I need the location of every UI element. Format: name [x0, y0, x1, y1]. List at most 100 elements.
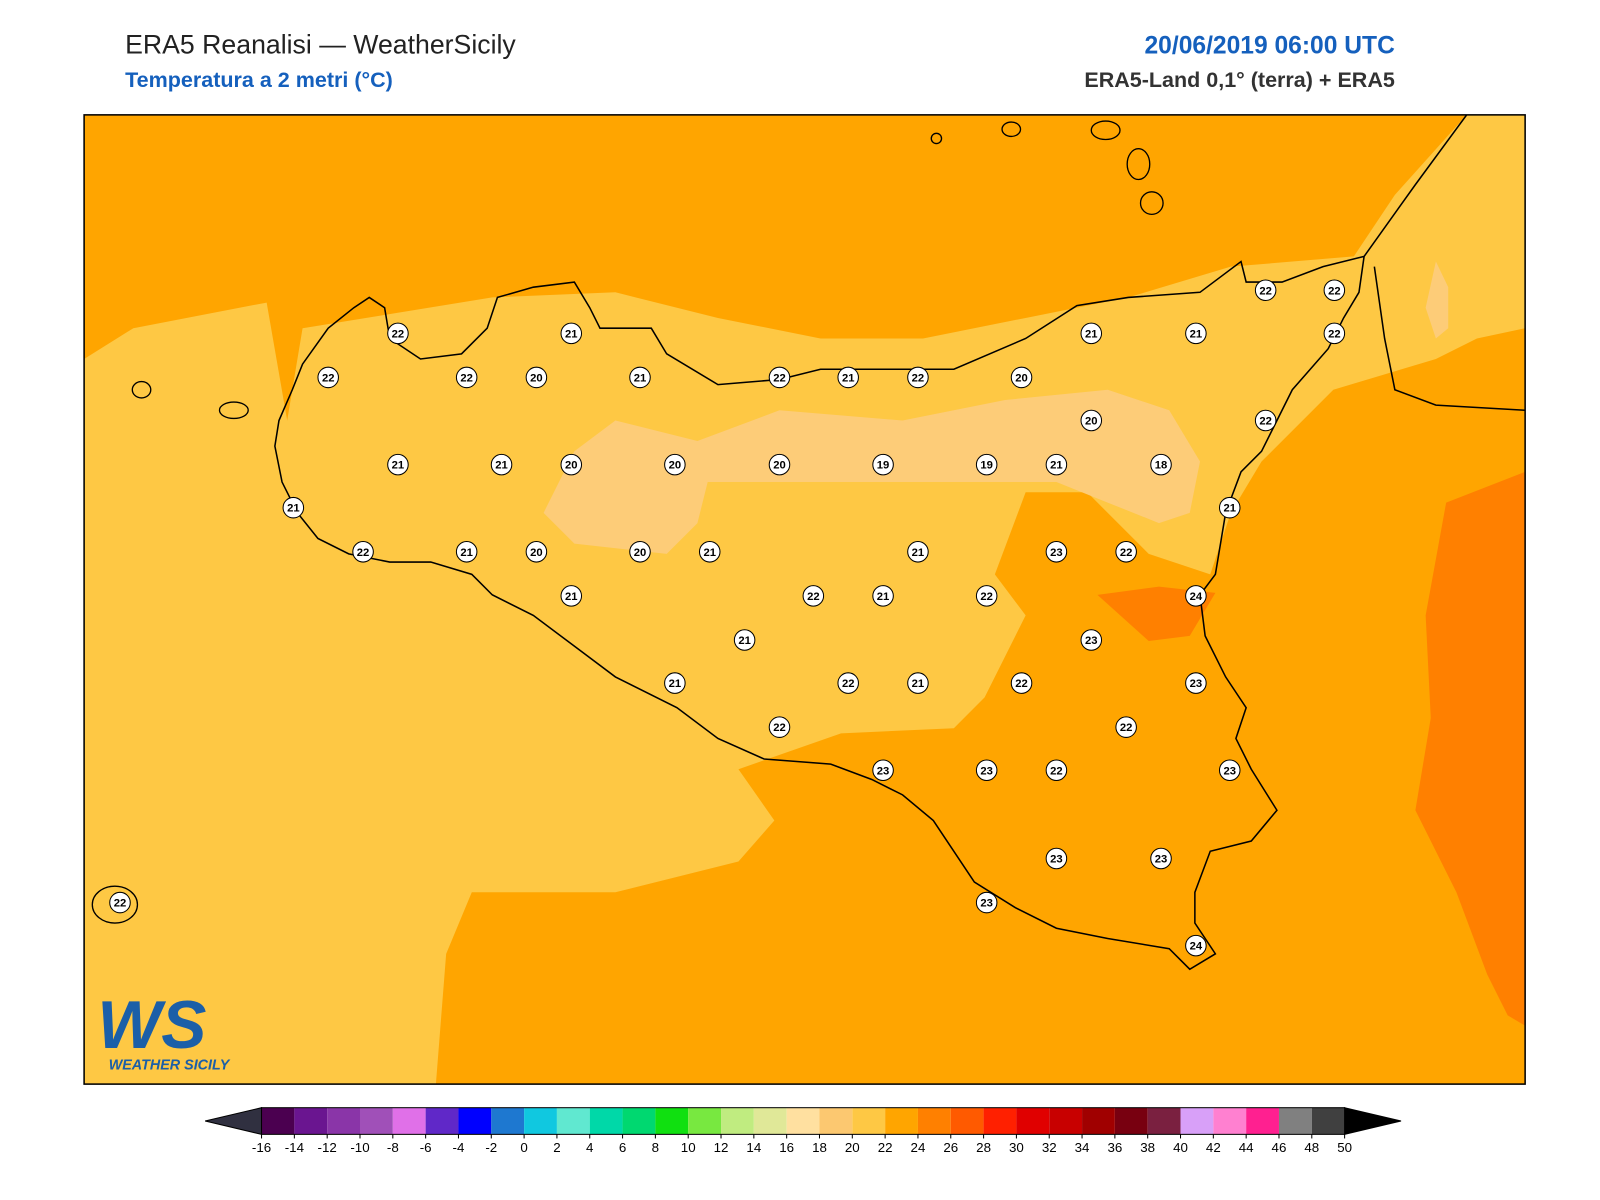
colorbar-bin — [1082, 1107, 1115, 1135]
field-18-20 — [543, 389, 1200, 554]
station-value: 18 — [1155, 460, 1168, 472]
station-value: 23 — [1050, 547, 1063, 559]
station-marker — [664, 453, 686, 476]
colorbar-tick-label: -16 — [252, 1140, 271, 1155]
colorbar-tick-label: -8 — [387, 1140, 399, 1155]
colorbar-tick-label: -10 — [350, 1140, 369, 1155]
station-marker — [664, 672, 686, 694]
colorbar-tick-label: 22 — [878, 1140, 893, 1155]
station-marker — [1185, 672, 1207, 694]
station-value: 23 — [877, 765, 890, 777]
colorbar-bin — [1016, 1107, 1050, 1135]
station-marker — [872, 585, 894, 607]
station-value: 23 — [1085, 635, 1098, 647]
colorbar-bin — [294, 1107, 328, 1135]
station-marker — [698, 541, 721, 563]
source: ERA5-Land 0,1° (terra) + ERA5 — [1084, 68, 1395, 92]
station-marker — [1080, 409, 1103, 432]
station-value: 22 — [1120, 547, 1133, 559]
station-marker — [768, 366, 791, 389]
station-value: 20 — [565, 460, 578, 472]
station-value: 19 — [877, 460, 890, 472]
logo-name: WEATHER SICILY — [109, 1058, 231, 1074]
station-value: 21 — [1085, 328, 1098, 340]
colorbar-bin — [392, 1107, 426, 1135]
station-marker — [907, 672, 929, 694]
station-value: 23 — [1190, 678, 1203, 690]
station-value: 21 — [1050, 460, 1063, 472]
colorbar-tick-label: 6 — [619, 1140, 626, 1155]
station-marker — [1115, 541, 1137, 563]
colorbar-tick-label: 2 — [553, 1140, 560, 1155]
station-value: 23 — [980, 765, 993, 777]
station-marker — [629, 541, 651, 563]
station-value: 22 — [912, 372, 925, 384]
colorbar-bin — [1246, 1107, 1279, 1135]
colorbar-bin — [1114, 1107, 1148, 1135]
colorbar-tick-label: 44 — [1239, 1140, 1254, 1155]
colorbar-tick-label: -2 — [485, 1140, 497, 1155]
colorbar-bin — [1180, 1107, 1214, 1135]
station-value: 21 — [287, 503, 300, 515]
station-value: 21 — [669, 678, 682, 690]
station-marker — [109, 891, 131, 914]
colorbar-bin — [721, 1107, 754, 1135]
map-frame — [83, 114, 1526, 1085]
station-marker — [1080, 629, 1103, 651]
colorbar-bin — [1147, 1107, 1181, 1135]
station-marker — [907, 541, 929, 563]
station-value: 20 — [1085, 416, 1098, 428]
station-marker — [1045, 759, 1068, 782]
station-marker — [1185, 934, 1207, 957]
station-value: 21 — [912, 678, 925, 690]
station-value: 20 — [634, 547, 647, 559]
colorbar-tick-label: 34 — [1075, 1140, 1090, 1155]
colorbar-bin — [655, 1107, 689, 1135]
station-value: 20 — [1015, 372, 1028, 384]
colorbar-tick-label: -4 — [453, 1140, 465, 1155]
colorbar-tick-label: -12 — [318, 1140, 337, 1155]
station-marker — [1323, 279, 1346, 302]
field-18-20 — [1425, 261, 1449, 339]
colorbar-bin — [524, 1107, 557, 1135]
colorbar-tick-label: 14 — [746, 1140, 761, 1155]
station-value: 19 — [980, 460, 993, 472]
station-marker — [352, 541, 374, 563]
logo: WS WEATHER SICILY — [97, 988, 230, 1074]
colorbar-tick-label: 36 — [1107, 1140, 1122, 1155]
colorbar-bin — [1213, 1107, 1247, 1135]
station-marker — [975, 453, 998, 476]
station-value: 20 — [530, 372, 543, 384]
station-marker — [1010, 672, 1033, 694]
station-marker — [768, 453, 791, 476]
colorbar-bin — [327, 1107, 360, 1135]
colorbar-bin — [819, 1107, 853, 1135]
colorbar-tick-label: 26 — [943, 1140, 958, 1155]
station-marker — [872, 453, 894, 476]
colorbar-bin — [688, 1107, 722, 1135]
station-marker — [802, 585, 825, 607]
islands — [91, 120, 1164, 924]
station-marker — [1185, 322, 1207, 345]
colorbar-over — [1344, 1107, 1402, 1136]
colorbar-tick-label: 46 — [1272, 1140, 1287, 1155]
station-value: 22 — [1259, 416, 1272, 428]
colorbar-bin — [556, 1107, 590, 1135]
station-marker — [1150, 847, 1172, 870]
logo-mark: WS — [97, 988, 206, 1063]
colorbar-tick-label: 16 — [779, 1140, 794, 1155]
stations: 22 21 22 22 20 21 22 21 22 20 21 21 22 22 22 20 22 21 21 20… — [109, 279, 1346, 957]
colorbar-bin — [852, 1107, 886, 1135]
station-value: 21 — [565, 328, 578, 340]
colorbar-tick-label: 8 — [652, 1140, 659, 1155]
colorbar-tick-label: 38 — [1140, 1140, 1155, 1155]
station-marker — [768, 716, 791, 738]
colorbar-bin — [786, 1107, 820, 1135]
station-marker — [455, 541, 478, 563]
station-marker — [975, 891, 998, 914]
station-value: 21 — [877, 591, 890, 603]
station-value: 21 — [565, 591, 578, 603]
station-value: 22 — [392, 328, 405, 340]
